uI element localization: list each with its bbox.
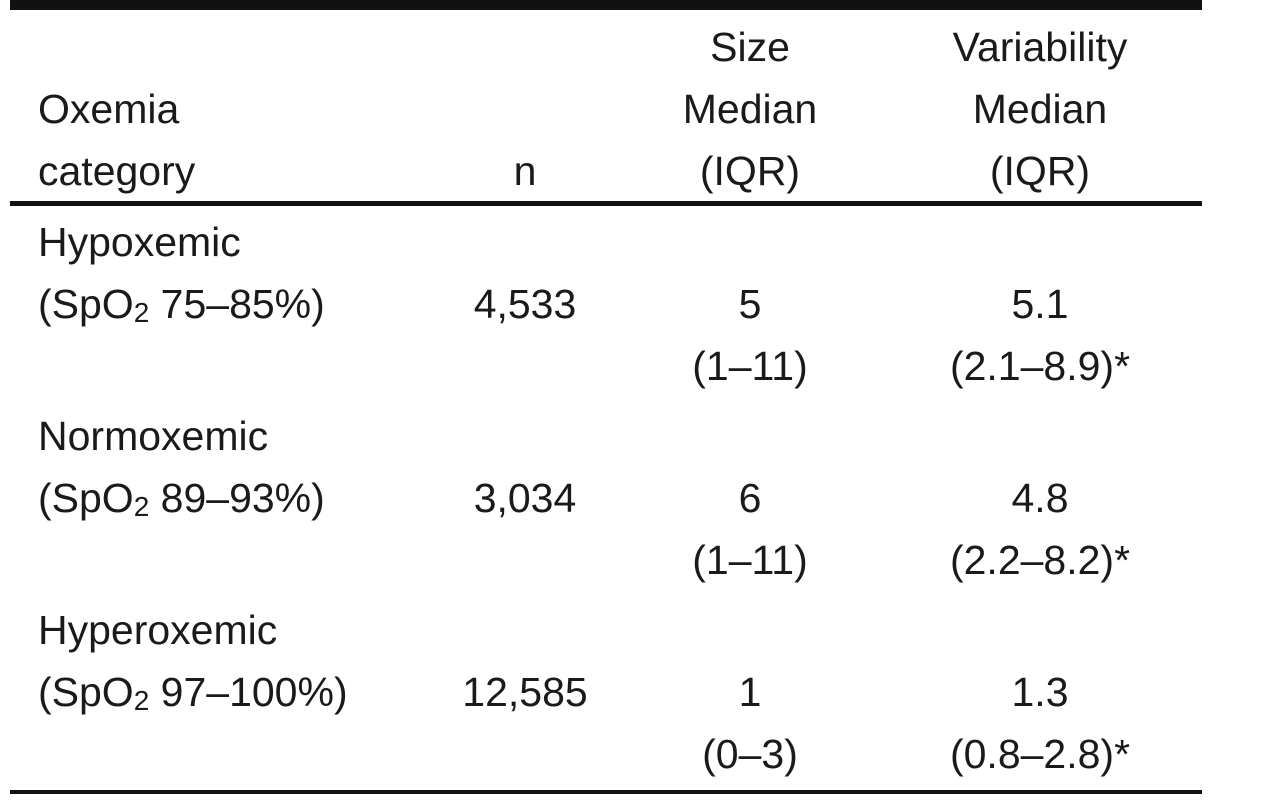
row-n: 4,533 (473, 281, 577, 327)
header-n: n (513, 148, 537, 194)
table-top-rule (10, 0, 1202, 10)
row-n: 12,585 (462, 669, 588, 715)
row-label: Normoxemic (SpO2 89–93%) (38, 413, 325, 522)
header-oxemia-category: Oxemia category (38, 86, 196, 194)
row-size: 6 (1–11) (692, 475, 808, 583)
table-header-rule (10, 201, 1202, 206)
row-size: 5 (1–11) (692, 281, 808, 389)
row-label: Hypoxemic (SpO2 75–85%) (38, 219, 325, 328)
table-bottom-rule (10, 790, 1202, 794)
row-n: 3,034 (473, 475, 577, 521)
row-variability: 4.8 (2.2–8.2)* (949, 475, 1131, 583)
row-variability: 1.3 (0.8–2.8)* (949, 669, 1131, 777)
row-size: 1 (0–3) (702, 669, 798, 777)
row-label: Hyperoxemic (SpO2 97–100%) (38, 607, 348, 716)
header-variability: Variability Median (IQR) (952, 24, 1128, 194)
row-variability: 5.1 (2.1–8.9)* (949, 281, 1131, 389)
header-size: Size Median (IQR) (682, 24, 818, 194)
